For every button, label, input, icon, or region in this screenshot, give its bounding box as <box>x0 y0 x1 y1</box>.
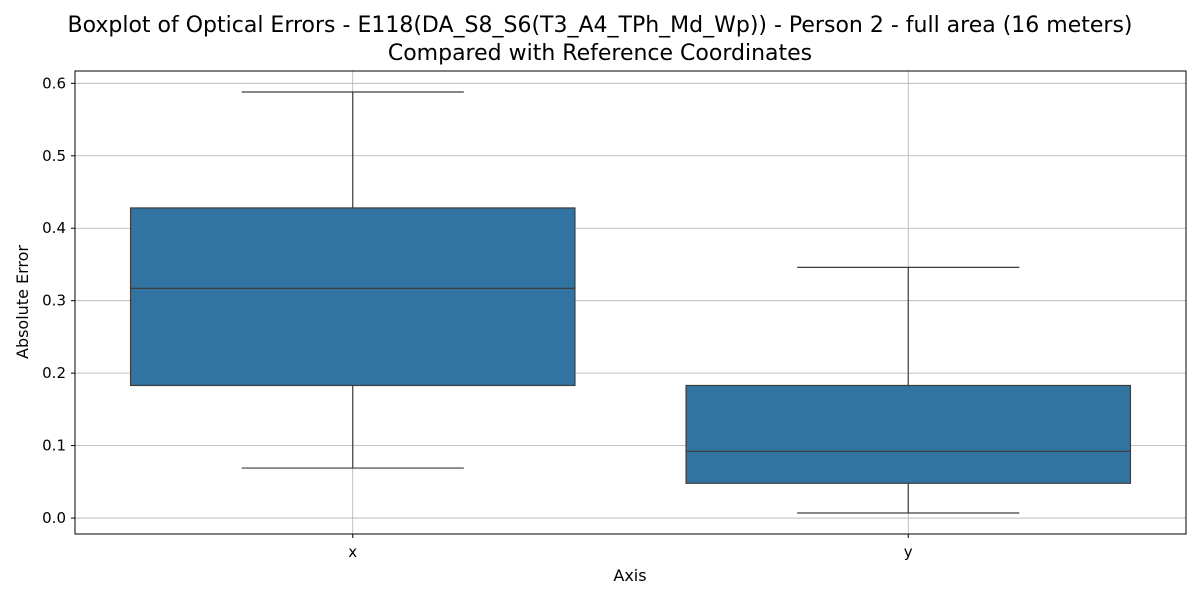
x-tick-label: y <box>904 543 913 561</box>
chart-title-line-2: Compared with Reference Coordinates <box>387 41 813 66</box>
y-tick-label: 0.2 <box>42 364 66 382</box>
y-tick-label: 0.6 <box>42 74 66 92</box>
y-tick-label: 0.4 <box>42 219 66 237</box>
plot-frame <box>74 70 1187 535</box>
y-tick-label: 0.5 <box>42 147 66 165</box>
x-axis-label: Axis <box>613 566 646 585</box>
y-tick-label: 0.3 <box>42 292 66 310</box>
iqr-box <box>129 207 576 387</box>
y-axis-label: Absolute Error <box>13 245 32 359</box>
chart-title: Boxplot of Optical Errors - E118(DA_S8_S… <box>0 12 1200 72</box>
box-y <box>685 266 1132 514</box>
chart-title-line-1: Boxplot of Optical Errors - E118(DA_S8_S… <box>67 13 1133 38</box>
iqr-box <box>685 384 1132 484</box>
y-tick-label: 0.0 <box>42 509 66 527</box>
tick-layer: 0.0 0.1 0.2 0.3 0.4 0.5 0.6 x y <box>42 74 913 561</box>
x-tick-label: x <box>348 543 357 561</box>
y-tick-label: 0.1 <box>42 437 66 455</box>
box-layer <box>129 91 1132 514</box>
box-x <box>129 91 576 469</box>
